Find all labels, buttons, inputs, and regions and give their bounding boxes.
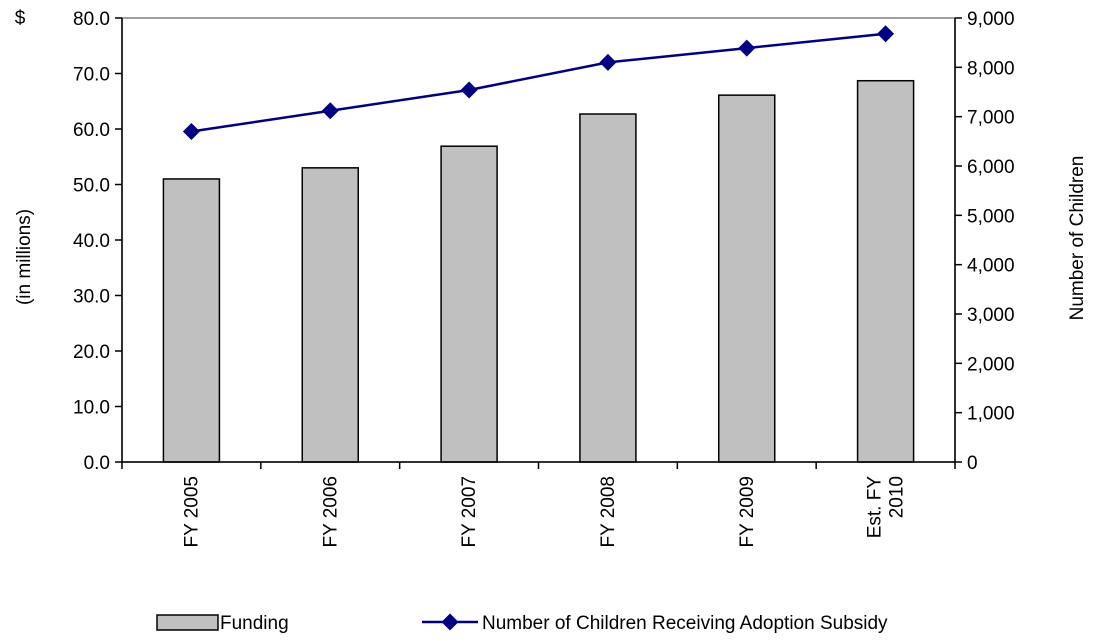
children-line [191, 32, 886, 133]
funding-bar [718, 94, 776, 463]
left-tick-label: 60.0 [73, 120, 110, 141]
left-tick-label: 80.0 [73, 9, 110, 30]
right-tick-label: 9,000 [967, 9, 1015, 30]
left-tick-label: 10.0 [73, 398, 110, 419]
left-tick-label: 20.0 [73, 342, 110, 363]
funding-bar [440, 145, 498, 463]
x-tick-label: FY 2005 [181, 476, 202, 547]
x-tick-label: FY 2006 [320, 476, 341, 547]
right-tick-label: 3,000 [967, 305, 1015, 326]
funding-bar [579, 113, 637, 463]
right-axis: 0 1,000 2,000 3,000 4,000 5,000 6,000 7,000 8,00… [954, 9, 1015, 474]
left-axis-unit-label: $ [15, 8, 26, 29]
x-tick-label: FY 2007 [459, 476, 480, 547]
left-axis: 0.0 10.0 20.0 30.0 40.0 50.0 60.0 70.0 80.0 [73, 9, 123, 474]
children-point [738, 39, 756, 57]
right-tick-label: 4,000 [967, 256, 1015, 277]
children-point [182, 122, 200, 140]
x-tick-label: 2010 [887, 476, 908, 518]
left-tick-label: 50.0 [73, 176, 110, 197]
x-tick-label: Est. FY [865, 476, 886, 539]
right-tick-label: 8,000 [967, 58, 1015, 79]
left-tick-label: 0.0 [84, 453, 110, 474]
right-tick-label: 0 [967, 453, 978, 474]
left-axis-title: (in millions) [14, 209, 35, 305]
legend-marker-children [441, 613, 459, 631]
x-axis: FY 2005 FY 2006 FY 2007 FY 2008 FY 2009 Est. … [121, 461, 956, 547]
funding-bar [301, 167, 359, 463]
right-tick-label: 6,000 [967, 157, 1015, 178]
right-tick-label: 1,000 [967, 404, 1015, 425]
left-tick-label: 30.0 [73, 287, 110, 308]
children-point [877, 25, 895, 43]
children-point [321, 102, 339, 120]
funding-bar [162, 178, 221, 463]
plot-border [121, 17, 956, 463]
children-point [599, 53, 617, 71]
legend-swatch-funding [156, 614, 219, 631]
x-tick-label: FY 2009 [737, 476, 758, 547]
legend-label-children: Number of Children Receiving Adoption Su… [482, 613, 888, 634]
x-tick-label: FY 2008 [598, 476, 619, 547]
left-tick-label: 40.0 [73, 231, 110, 252]
legend: Funding Number of Children Receiving Ado… [156, 613, 888, 634]
left-tick-label: 70.0 [73, 65, 110, 86]
right-axis-title: Number of Children [1067, 156, 1088, 321]
funding-bar [856, 79, 915, 463]
children-line-series [182, 25, 895, 140]
legend-label-funding: Funding [220, 613, 289, 634]
children-point [460, 81, 478, 99]
right-tick-label: 2,000 [967, 354, 1015, 375]
plot-area [121, 17, 956, 463]
funding-bars [162, 79, 915, 463]
right-tick-label: 5,000 [967, 206, 1015, 227]
right-tick-label: 7,000 [967, 108, 1015, 129]
